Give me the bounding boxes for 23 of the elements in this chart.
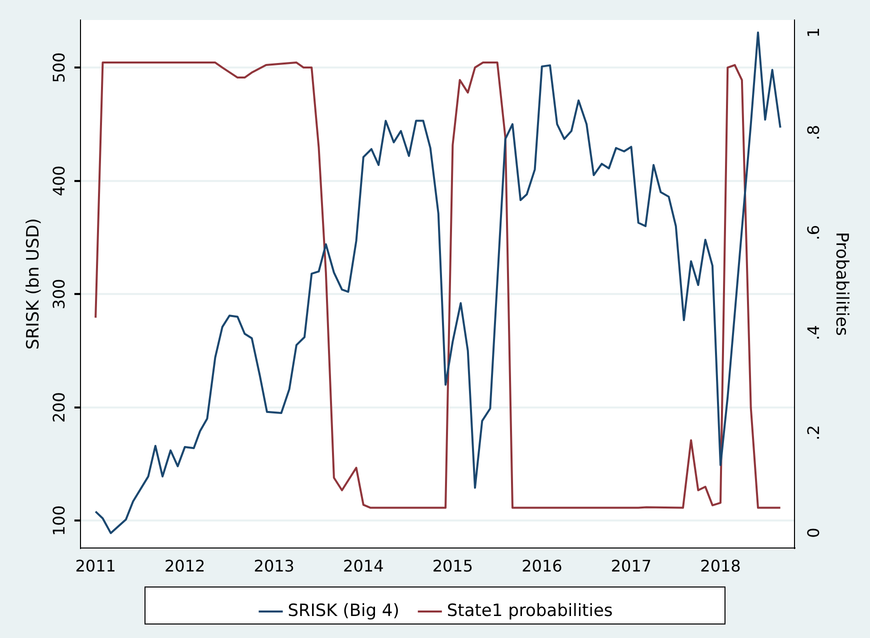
legend-label: SRISK (Big 4) [288, 600, 400, 621]
x-tick-label: 2011 [75, 556, 116, 576]
x-tick-label: 2013 [254, 556, 294, 576]
y-tick-label: 200 [50, 392, 69, 423]
y-tick-label: 100 [50, 505, 69, 536]
x-tick-label: 2016 [522, 556, 562, 576]
legend-label: State1 probabilities [446, 600, 613, 621]
y2-axis-title: Probabilities [831, 232, 852, 336]
x-tick-label: 2012 [164, 556, 206, 576]
x-tick-label: 2015 [432, 556, 474, 576]
y2-tick-label: 1 [804, 27, 823, 38]
y2-tick-label: 0 [804, 528, 823, 538]
x-tick-label: 2014 [343, 556, 384, 576]
y2-tick-label: .4 [804, 325, 823, 340]
x-tick-label: 2017 [610, 556, 652, 576]
y2-tick-label: .8 [804, 124, 823, 140]
y-axis-title: SRISK (bn USD) [24, 218, 44, 350]
y-tick-label: 400 [50, 166, 69, 196]
y2-tick-label: .6 [804, 224, 823, 240]
y2-tick-label: .2 [804, 425, 823, 440]
y-tick-label: 300 [50, 278, 69, 310]
x-tick-label: 2018 [700, 556, 741, 576]
y-tick-label: 500 [50, 52, 69, 83]
